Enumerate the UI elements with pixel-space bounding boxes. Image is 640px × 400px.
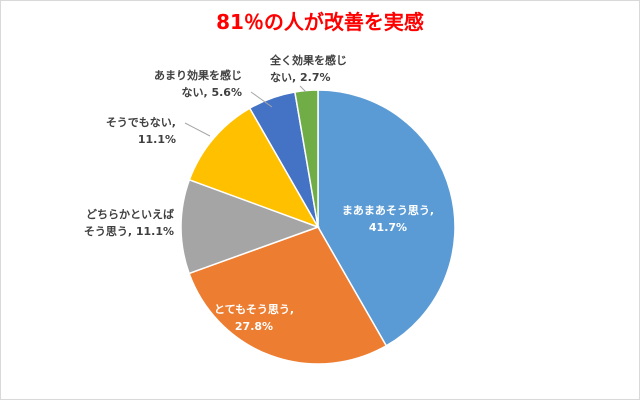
- leader-line-5: [250, 91, 273, 108]
- data-label-3: どちらかといえばそう思う, 11.1%: [84, 207, 174, 238]
- pie-slice-3: [180, 178, 321, 275]
- data-label-5: あまり効果を感じない, 5.6%: [154, 68, 242, 99]
- pie-slice-1: [317, 89, 456, 347]
- pie-slice-6: [294, 89, 319, 228]
- leader-line-6: [299, 85, 307, 93]
- leader-line-4: [184, 122, 211, 137]
- pie-slice-2: [188, 226, 388, 365]
- data-label-1: まあまあそう思う, 41.7%: [342, 204, 434, 234]
- pie-slice-4: [188, 107, 320, 229]
- data-label-4: そうでもない, 11.1%: [106, 116, 176, 146]
- chart-title: 81％の人が改善を実感: [216, 10, 424, 34]
- data-label-6: 全く効果を感じない, 2.7%: [269, 53, 347, 84]
- data-label-2: とてもそう思う, 27.8%: [214, 303, 294, 333]
